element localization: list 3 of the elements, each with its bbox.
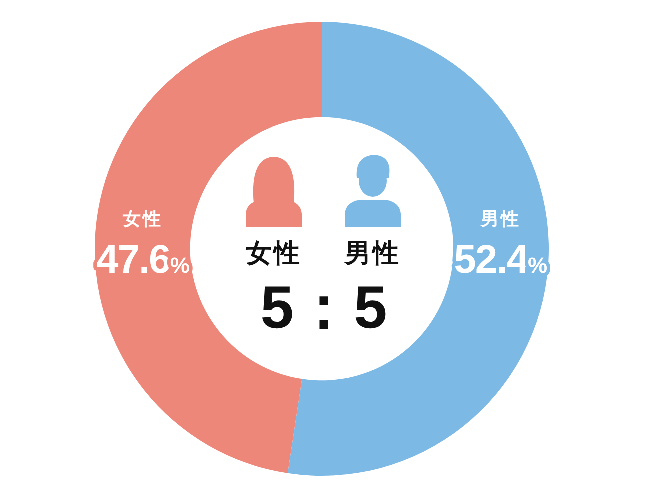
annotation: 5：5	[260, 274, 388, 341]
annotation: 男性	[345, 238, 401, 268]
annotation: 女性	[246, 238, 302, 268]
